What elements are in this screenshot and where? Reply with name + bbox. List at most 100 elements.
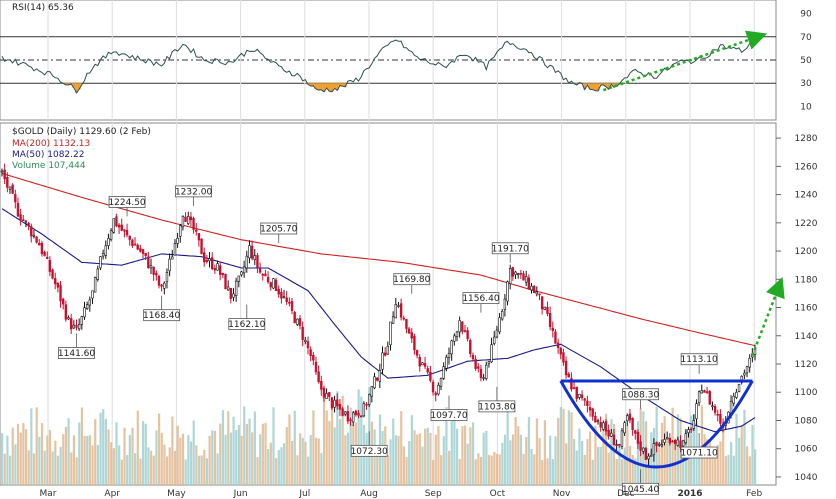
- volume-bar: [402, 446, 405, 485]
- volume-bar: [56, 455, 60, 485]
- volume-bar: [142, 421, 145, 485]
- volume-bar: [78, 422, 81, 485]
- volume-bar: [682, 441, 685, 485]
- volume-bar: [453, 413, 456, 485]
- volume-bar: [38, 436, 41, 485]
- candle-body: [453, 335, 456, 342]
- candle-body: [591, 408, 594, 417]
- candle-body: [713, 406, 717, 413]
- volume-bar: [706, 439, 709, 485]
- candle-body: [163, 282, 166, 289]
- candle-body: [554, 331, 557, 344]
- candle-body: [509, 268, 512, 284]
- volume-bar: [224, 434, 227, 485]
- candle-body: [290, 301, 294, 311]
- volume-bar: [573, 438, 576, 485]
- candle-body: [344, 411, 347, 415]
- candle-body: [405, 319, 408, 329]
- price-label-box: [393, 273, 431, 286]
- candle-body: [618, 444, 621, 446]
- candle-body: [69, 318, 73, 330]
- candle-body: [139, 248, 142, 252]
- candle-body: [575, 386, 578, 399]
- volume-bar: [376, 453, 379, 485]
- volume-bar: [408, 440, 411, 485]
- candle-body: [22, 219, 25, 222]
- candle-body: [253, 255, 256, 260]
- candle-body: [285, 297, 288, 302]
- candle-body: [325, 393, 328, 399]
- candle-body: [56, 282, 60, 288]
- candle-body: [548, 313, 552, 327]
- candle-body: [631, 417, 634, 430]
- volume-bar: [213, 430, 217, 485]
- candle-body: [434, 392, 437, 396]
- candle-body: [8, 186, 12, 190]
- volume-bar: [471, 422, 475, 485]
- candle-body: [85, 304, 89, 310]
- volume-bar: [581, 441, 584, 485]
- volume-bar: [86, 435, 89, 485]
- candle-body: [399, 303, 403, 318]
- candle-body: [181, 216, 185, 228]
- breakout-arrow: [751, 277, 785, 356]
- candle-body: [530, 285, 533, 291]
- candle-body: [91, 290, 94, 299]
- candle-body: [583, 398, 586, 401]
- volume-bar: [530, 448, 533, 485]
- candle-body: [551, 327, 554, 331]
- volume-bar: [67, 418, 70, 485]
- candle-body: [421, 362, 424, 366]
- candle-body: [197, 233, 201, 241]
- rsi-tick-label: 70: [800, 33, 812, 43]
- price-tick-label: 1280: [795, 134, 818, 144]
- volume-bar: [46, 435, 49, 485]
- candle-body: [389, 321, 392, 346]
- volume-bar: [559, 406, 562, 485]
- candle-body: [46, 256, 49, 259]
- candle-body: [423, 363, 427, 367]
- candle-body: [703, 390, 706, 393]
- candle-body: [115, 216, 118, 227]
- candle-body: [658, 443, 661, 446]
- candle-body: [665, 437, 669, 440]
- volume-bar: [144, 423, 147, 485]
- candle-body: [38, 242, 41, 246]
- candle-body: [450, 340, 453, 355]
- price-label-box: [622, 388, 659, 401]
- price-label-box: [491, 242, 529, 255]
- volume-bar: [703, 434, 706, 485]
- volume-bar: [314, 437, 318, 485]
- month-label: 2016: [677, 489, 702, 499]
- price-tick-label: 1100: [795, 388, 818, 398]
- volume-bar: [700, 405, 703, 485]
- candle-body: [352, 412, 355, 423]
- candle-body: [745, 366, 749, 374]
- candle-body: [458, 320, 461, 333]
- volume-bar: [735, 413, 738, 485]
- volume-bar: [357, 389, 360, 485]
- candle-body: [304, 339, 307, 342]
- volume-bar: [192, 420, 195, 485]
- volume-bar: [22, 423, 25, 485]
- volume-bar: [91, 445, 94, 485]
- volume-bar: [426, 427, 429, 485]
- candle-body: [564, 360, 568, 376]
- candle-body: [96, 268, 99, 280]
- candle-body: [240, 271, 243, 276]
- volume-bar: [522, 454, 525, 485]
- volume-bar: [176, 425, 179, 485]
- price-label-box: [228, 318, 266, 330]
- candle-body: [503, 298, 507, 310]
- candle-body: [455, 331, 459, 337]
- price-tick-label: 1140: [795, 332, 818, 342]
- candle-body: [681, 440, 685, 447]
- candle-body: [93, 277, 97, 293]
- volume-bar: [724, 456, 727, 485]
- rsi-oversold-fill: [343, 83, 347, 87]
- volume-bar: [51, 451, 54, 485]
- volume-bar: [27, 450, 30, 485]
- volume-bar: [754, 449, 757, 485]
- candle-body: [487, 361, 491, 364]
- candle-body: [245, 255, 248, 269]
